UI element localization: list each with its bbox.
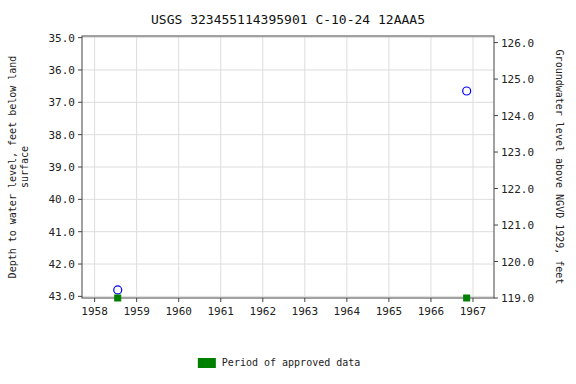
x-axis: 1958 1959 1960 1961 1962 1963 1964 1965 1966 1967 (81, 298, 486, 318)
tick (78, 231, 82, 232)
tick-label: 42.0 (49, 258, 76, 271)
tick-label: 35.0 (49, 32, 76, 45)
tick (494, 298, 498, 299)
edge-marks (115, 295, 470, 301)
tick-label: 1966 (418, 305, 445, 318)
tick-label: 122.0 (501, 183, 534, 196)
grid-line (82, 296, 494, 297)
tick (78, 69, 82, 70)
tick (388, 298, 389, 302)
plot-frame (82, 36, 494, 298)
tick (472, 298, 473, 302)
tick (78, 167, 82, 168)
background (0, 0, 576, 384)
tick-label: 1965 (376, 305, 403, 318)
tick (494, 42, 498, 43)
legend: Period of approved data (198, 357, 360, 368)
y-axis: 35.0 36.0 37.0 38.0 39.0 40.0 41.0 42.0 43.0 (49, 32, 83, 304)
title: USGS 323455114395901 C-10-24 12AAA5 (151, 12, 425, 27)
tick-label: 1961 (207, 305, 234, 318)
tick-label: 124.0 (501, 110, 534, 123)
tick-label: 39.0 (49, 161, 76, 174)
tick (78, 37, 82, 38)
grid-line (82, 199, 494, 200)
tick-label: 1962 (250, 305, 277, 318)
tick-label: 43.0 (49, 290, 76, 303)
tick-label: 1958 (81, 305, 108, 318)
tick (494, 261, 498, 262)
tick-label: 36.0 (49, 64, 76, 77)
tick (78, 102, 82, 103)
tick (220, 298, 221, 302)
tick-label: 120.0 (501, 256, 534, 269)
point (463, 87, 471, 95)
tick-label: 1960 (165, 305, 192, 318)
tick (346, 298, 347, 302)
y-axis-label: Depth to water level, feet below landsur… (7, 56, 30, 279)
tick (178, 298, 179, 302)
tick-label: 123.0 (501, 146, 534, 159)
tick (494, 188, 498, 189)
grid-line (82, 134, 494, 135)
y2-axis-label: Groundwater level above NGVD 1929, feet (554, 50, 565, 285)
y2-axis: 119.0 120.0 121.0 122.0 123.0 124.0 125.0 126.0 (494, 37, 534, 305)
square-marker (464, 295, 470, 301)
tick (136, 298, 137, 302)
square-marker (115, 295, 121, 301)
tick (78, 264, 82, 265)
tick-label: 38.0 (49, 129, 76, 142)
plot-area (114, 87, 471, 294)
tick (494, 79, 498, 80)
tick-label: 126.0 (501, 37, 534, 50)
grid-line (82, 102, 494, 103)
y-axis-label-line: Depth to water level, feet below land (7, 56, 18, 279)
tick (78, 199, 82, 200)
tick (494, 115, 498, 116)
tick (262, 298, 263, 302)
tick-label: 1959 (123, 305, 150, 318)
tick-label: 1964 (334, 305, 361, 318)
tick (304, 298, 305, 302)
tick (494, 152, 498, 153)
tick (430, 298, 431, 302)
legend-label: Period of approved data (222, 357, 360, 368)
tick-label: 40.0 (49, 193, 76, 206)
grid-line (82, 69, 494, 70)
grid-line (82, 264, 494, 265)
legend-swatch (198, 358, 216, 368)
tick-label: 37.0 (49, 96, 76, 109)
tick (78, 296, 82, 297)
chart: 1958 1959 1960 1961 1962 1963 1964 1965 1966 1967… (0, 0, 576, 384)
tick-label: 119.0 (501, 292, 534, 305)
tick-label: 1963 (292, 305, 319, 318)
grid-line (82, 167, 494, 168)
grid-line (82, 37, 494, 38)
tick (494, 225, 498, 226)
tick (94, 298, 95, 302)
tick-label: 125.0 (501, 73, 534, 86)
grid-line (82, 231, 494, 232)
grid (82, 36, 494, 298)
tick-label: 1967 (460, 305, 487, 318)
y-axis-label-line: surface (19, 146, 30, 188)
tick-label: 121.0 (501, 219, 534, 232)
tick (78, 134, 82, 135)
tick-label: 41.0 (49, 226, 76, 239)
point (114, 286, 122, 294)
